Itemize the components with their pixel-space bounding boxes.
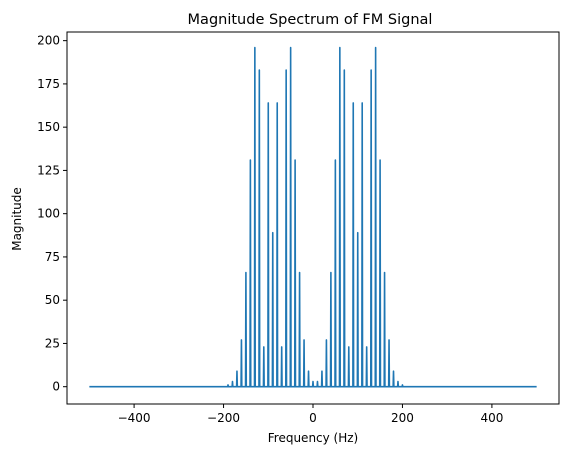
y-tick-label: 175 bbox=[37, 77, 60, 91]
y-tick-label: 100 bbox=[37, 207, 60, 221]
x-tick-label: −200 bbox=[207, 411, 240, 425]
series-line bbox=[89, 46, 537, 388]
y-axis: 0 25 50 75 100 125 150 175 200 bbox=[37, 34, 67, 394]
y-tick-label: 150 bbox=[37, 120, 60, 134]
chart-title: Magnitude Spectrum of FM Signal bbox=[188, 12, 433, 28]
y-axis-title: Magnitude bbox=[10, 187, 24, 251]
x-axis: −400 −200 0 200 400 bbox=[118, 404, 503, 425]
y-tick-label: 75 bbox=[45, 250, 60, 264]
plot-area bbox=[89, 46, 537, 388]
plot-frame bbox=[66, 31, 560, 405]
y-tick-label: 25 bbox=[45, 336, 60, 350]
x-tick-label: 0 bbox=[309, 411, 317, 425]
x-tick-label: −400 bbox=[118, 411, 151, 425]
y-tick-label: 0 bbox=[52, 380, 60, 394]
x-axis-title: Frequency (Hz) bbox=[268, 431, 359, 445]
x-tick-label: 400 bbox=[480, 411, 503, 425]
y-tick-label: 200 bbox=[37, 34, 60, 48]
x-tick-label: 200 bbox=[391, 411, 414, 425]
y-tick-label: 50 bbox=[45, 293, 60, 307]
y-tick-label: 125 bbox=[37, 163, 60, 177]
